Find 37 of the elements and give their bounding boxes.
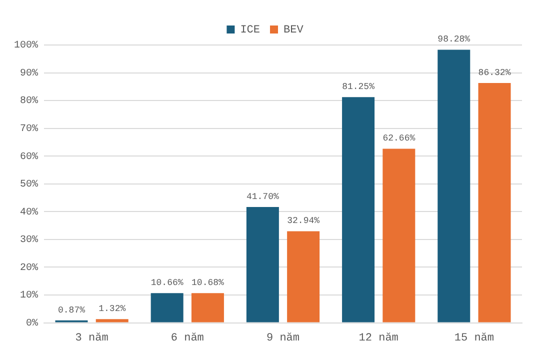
data-label: 1.32% <box>98 304 126 314</box>
bar <box>478 83 511 322</box>
data-label: 41.70% <box>246 192 280 202</box>
y-tick-label: 50% <box>20 180 38 191</box>
data-label: 32.94% <box>287 216 320 226</box>
data-label: 62.66% <box>382 134 416 144</box>
y-tick-label: 80% <box>20 96 38 108</box>
bar <box>287 231 320 322</box>
bar <box>342 97 375 322</box>
bar <box>191 293 224 322</box>
data-label: 10.68% <box>192 278 225 288</box>
bar <box>438 50 470 322</box>
y-tick-label: 60% <box>20 152 38 163</box>
bar <box>246 206 279 322</box>
legend-label: ICE <box>240 24 260 36</box>
y-tick-label: 90% <box>20 68 38 80</box>
y-tick-label: 100% <box>14 40 38 52</box>
y-tick-label: 0% <box>26 318 38 330</box>
data-label: 81.25% <box>342 82 376 92</box>
data-label: 0.87% <box>58 305 86 316</box>
y-tick-label: 30% <box>20 235 38 246</box>
y-tick-label: 70% <box>20 124 38 135</box>
x-tick-label: 12 năm <box>358 332 399 344</box>
y-tick-label: 40% <box>20 207 38 218</box>
x-tick-label: 15 năm <box>454 332 494 344</box>
data-label: 10.66% <box>150 278 184 288</box>
y-tick-label: 10% <box>20 290 38 302</box>
data-label: 98.28% <box>438 34 471 45</box>
x-tick-label: 6 năm <box>170 332 204 344</box>
legend-label: BEV <box>284 24 304 36</box>
y-tick-label: 20% <box>20 262 38 274</box>
x-tick-label: 3 năm <box>75 332 109 344</box>
x-tick-label: 9 năm <box>266 332 300 344</box>
data-label: 86.32% <box>478 68 512 78</box>
bar <box>96 319 128 322</box>
bar <box>382 148 416 322</box>
bar <box>150 293 184 322</box>
